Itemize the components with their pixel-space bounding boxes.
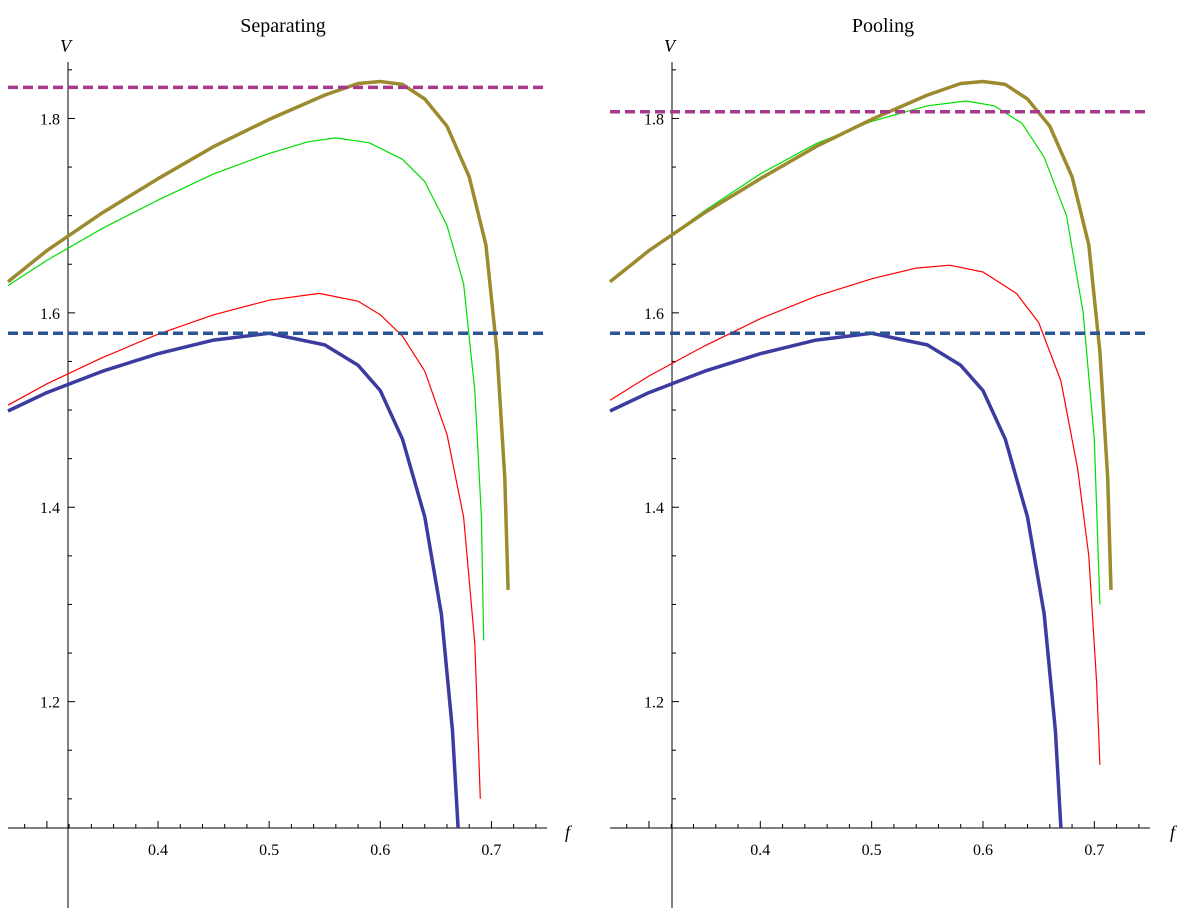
y-tick-label: 1.4 — [644, 500, 664, 517]
y-tick-label: 1.4 — [40, 500, 60, 517]
x-tick-label: 0.5 — [259, 842, 279, 859]
y-tick-label: 1.6 — [644, 306, 664, 323]
x-tick-label: 0.4 — [750, 842, 770, 859]
y-tick-label: 1.8 — [644, 111, 664, 128]
y-tick-label: 1.2 — [644, 695, 664, 712]
series-line-2 — [609, 100, 1101, 605]
x-axis-label: f — [565, 822, 573, 842]
chart-title: Separating — [240, 15, 326, 37]
series-line-3 — [608, 79, 1113, 590]
chart-title: Pooling — [852, 15, 914, 37]
y-tick-label: 1.8 — [40, 111, 60, 128]
x-tick-label: 0.4 — [148, 842, 168, 859]
series-line-2 — [7, 137, 485, 641]
series-line-0 — [609, 331, 1063, 829]
series-line-3 — [6, 79, 510, 590]
x-tick-label: 0.7 — [1084, 842, 1104, 859]
series-line-1 — [7, 292, 481, 799]
x-tick-label: 0.6 — [973, 842, 993, 859]
y-tick-label: 1.2 — [40, 695, 60, 712]
x-tick-label: 0.7 — [481, 842, 501, 859]
x-tick-label: 0.5 — [862, 842, 882, 859]
x-tick-label: 0.6 — [370, 842, 390, 859]
panel-pooling: Pooling V f 0.4 0.5 0.6 0.7 1.2 1.4 1.6 1.8 — [608, 15, 1178, 908]
x-axis-label: f — [1170, 822, 1178, 842]
y-axis-label: V — [664, 36, 677, 56]
y-axis-label: V — [60, 36, 73, 56]
panel-separating: Separating V f 0.4 0.5 0.6 0.7 1.2 1.4 1.6 1.8 — [6, 15, 573, 908]
series-line-0 — [7, 331, 460, 829]
y-tick-label: 1.6 — [40, 306, 60, 323]
